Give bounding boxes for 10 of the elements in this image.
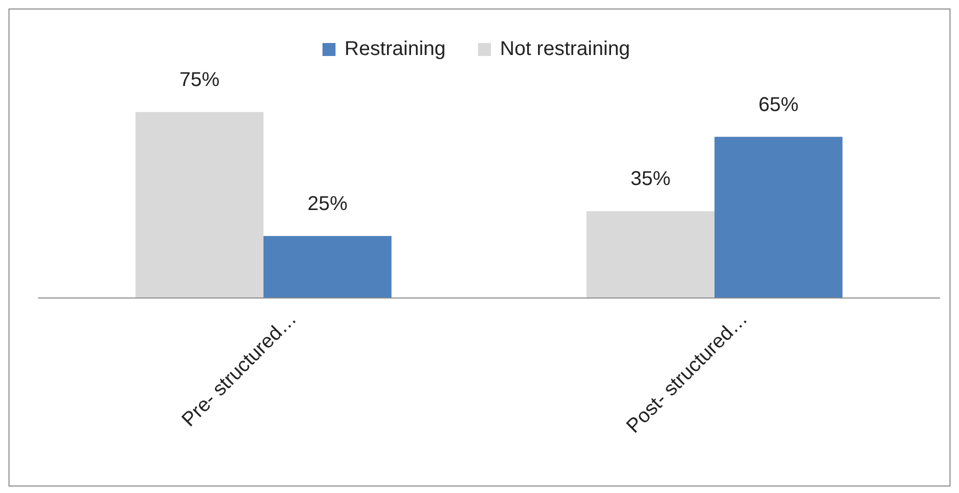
legend-label: Not restraining [500, 38, 630, 60]
data-label: 35% [630, 168, 671, 190]
data-label: 65% [758, 94, 799, 116]
legend-label: Restraining [344, 38, 446, 60]
bar [136, 112, 264, 298]
data-label: 25% [307, 193, 348, 215]
bar [714, 136, 842, 298]
bar [264, 236, 392, 298]
bar [586, 211, 714, 298]
data-label: 75% [179, 69, 220, 91]
